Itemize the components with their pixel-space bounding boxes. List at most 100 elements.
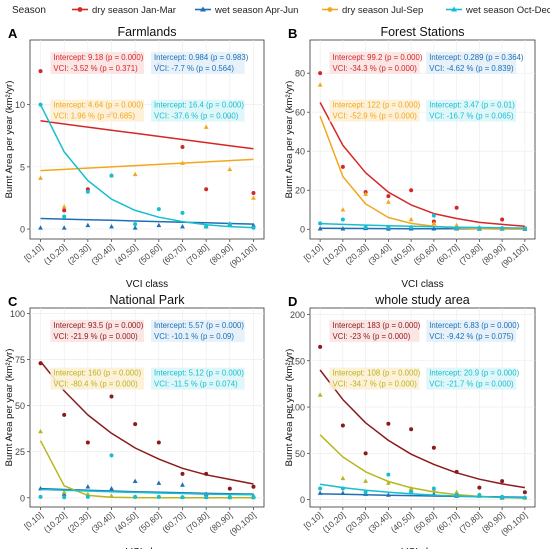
data-point <box>408 216 414 222</box>
annotation-text: Intercept: 0.984 (p = 0.983) <box>154 53 249 62</box>
data-point <box>156 207 161 212</box>
data-point <box>317 226 323 231</box>
annotation-bg <box>426 319 517 342</box>
data-point <box>409 225 414 230</box>
data-point <box>133 222 138 227</box>
data-point <box>38 361 43 366</box>
annotation-bg <box>329 367 420 390</box>
data-point <box>85 440 90 445</box>
fit-line <box>40 158 254 172</box>
annotation-bg <box>151 319 245 342</box>
annotation-text: Intercept: 4.64 (p = 0.000) <box>53 101 143 110</box>
data-point <box>85 222 91 228</box>
data-point <box>180 160 185 165</box>
data-point <box>85 494 90 499</box>
annotation-text: VCI: -7.7 % (p = 0.564) <box>154 64 234 73</box>
data-point <box>363 451 368 456</box>
chart-panel-b: B Forest Stations020406080[0,10](10,20](2… <box>284 25 536 290</box>
fit-line <box>40 217 254 225</box>
fit-line <box>39 360 254 485</box>
data-point <box>340 486 345 491</box>
data-point <box>180 223 185 229</box>
annotation-bg <box>329 99 420 122</box>
annotation-text: VCI: -9.42 % (p = 0.075) <box>429 332 514 341</box>
data-point <box>385 199 391 204</box>
y-tick-label: 10 <box>15 100 25 110</box>
data-point <box>477 226 482 231</box>
data-point <box>454 222 460 228</box>
data-point <box>227 486 232 491</box>
data-point <box>386 194 391 199</box>
series-2: Intercept: 108 (p = 0.000) VCI: -34.7 % (… <box>317 367 528 500</box>
data-point <box>156 480 162 485</box>
annotation-text: Intercept: 0.289 (p = 0.364) <box>429 53 524 62</box>
data-point <box>431 445 436 450</box>
data-point <box>251 484 256 489</box>
y-tick-label: 60 <box>295 108 305 118</box>
annotation-bg <box>426 367 517 390</box>
data-point <box>317 82 323 87</box>
data-point <box>180 471 185 476</box>
data-point <box>132 478 138 484</box>
data-point <box>38 69 43 74</box>
data-point <box>251 190 256 195</box>
annotation-text: Intercept: 3.47 (p = 0.01) <box>429 101 515 110</box>
data-point <box>409 490 414 495</box>
legend-item: wet season Apr-Jun <box>195 5 298 16</box>
y-tick-label: 25 <box>15 447 25 457</box>
y-tick-label: 40 <box>295 147 305 157</box>
data-point <box>385 480 391 485</box>
y-tick-label: 100 <box>10 309 25 319</box>
annotation-text: VCI: -21.7 % (p = 0.000) <box>429 380 514 389</box>
series-0: Intercept: 93.5 (p = 0.000) VCI: -21.9 % … <box>38 319 256 491</box>
data-point <box>500 226 505 231</box>
data-point <box>409 188 414 193</box>
data-point <box>431 213 436 218</box>
panel-title: Farmlands <box>117 25 176 39</box>
y-axis-label: Burnt Area per year (km²/yr) <box>4 81 15 199</box>
data-point <box>38 175 43 180</box>
legend-label: wet season Apr-Jun <box>214 5 298 16</box>
annotation-text: VCI: -3.52 % (p = 0.371) <box>53 64 138 73</box>
annotation-text: Intercept: 16.4 (p = 0.000) <box>154 101 244 110</box>
annotation-bg <box>151 367 245 390</box>
annotation-text: Intercept: 6.83 (p = 0.000) <box>429 321 519 330</box>
data-point <box>227 222 232 227</box>
data-point <box>156 222 162 228</box>
data-point <box>38 428 43 434</box>
data-point <box>340 207 346 212</box>
data-point <box>363 191 369 196</box>
series-3: Intercept: 5.12 (p = 0.000) VCI: -11.5 % … <box>38 367 256 500</box>
data-point <box>133 494 138 499</box>
data-point <box>500 494 505 499</box>
annotation-text: VCI: -52.9 % (p = 0.000) <box>333 112 418 121</box>
annotation-text: VCI: -11.5 % (p = 0.074) <box>154 380 238 389</box>
annotation-text: Intercept: 5.57 (p = 0.000) <box>154 321 244 330</box>
fit-line <box>39 104 254 229</box>
annotation-text: VCI: -37.6 % (p = 0.000) <box>154 112 239 121</box>
data-point <box>38 225 43 230</box>
data-point <box>204 224 209 229</box>
y-tick-label: 80 <box>295 69 305 79</box>
data-point <box>204 471 209 476</box>
annotation-text: Intercept: 9.18 (p = 0.000) <box>53 53 143 62</box>
annotation-bg <box>329 51 420 74</box>
data-point <box>109 453 114 458</box>
data-point <box>454 489 460 494</box>
legend-item: dry season Jul-Sep <box>322 5 423 16</box>
data-point <box>454 205 459 210</box>
data-point <box>340 490 346 495</box>
y-axis-label: Burnt Area per year (km²/yr) <box>284 349 295 467</box>
data-point <box>386 225 391 230</box>
fit-line <box>40 488 254 496</box>
data-point <box>61 204 67 209</box>
legend-marker <box>77 7 83 12</box>
data-point <box>85 491 91 496</box>
annotation-text: VCI: -23 % (p = 0.000) <box>333 332 411 341</box>
panel-letter: D <box>288 294 297 309</box>
annotation-text: VCI: -34.7 % (p = 0.000) <box>333 380 418 389</box>
data-point <box>85 484 91 489</box>
annotation-text: Intercept: 20.9 (p = 0.000) <box>429 369 519 378</box>
